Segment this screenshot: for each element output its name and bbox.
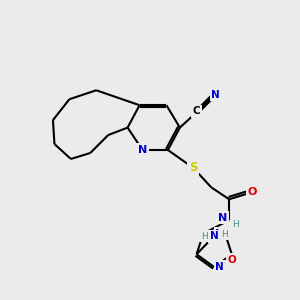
Text: S: S (189, 161, 197, 174)
Text: H: H (221, 230, 227, 239)
Text: C: C (193, 106, 200, 116)
Text: N: N (218, 213, 227, 223)
Text: O: O (248, 187, 257, 197)
Text: N: N (138, 145, 147, 155)
Text: N: N (210, 231, 219, 241)
Text: H: H (201, 232, 207, 241)
Text: N: N (215, 262, 224, 272)
Text: O: O (227, 255, 236, 265)
Text: N: N (211, 90, 220, 100)
Text: H: H (232, 220, 238, 229)
Text: N: N (215, 229, 224, 238)
